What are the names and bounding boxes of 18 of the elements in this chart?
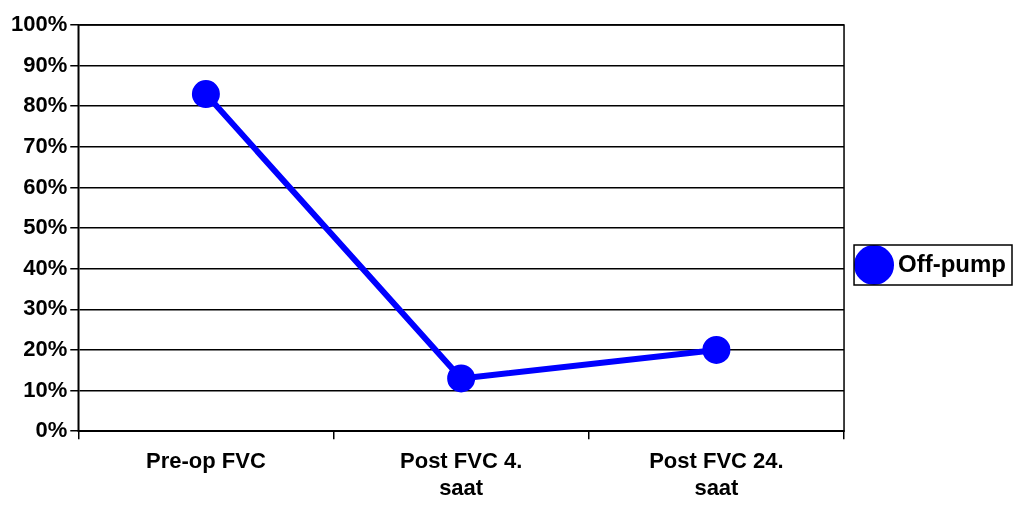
y-tick-label: 60% xyxy=(23,173,68,199)
point xyxy=(702,335,731,364)
legend-label: Off-pump xyxy=(898,249,1006,277)
y-tick-label: 40% xyxy=(23,254,68,280)
y-tick-label: 50% xyxy=(23,214,68,240)
y-tick-label: 20% xyxy=(23,336,68,362)
y-tick-label: 90% xyxy=(23,51,68,77)
y-tick-label: 100% xyxy=(10,11,68,37)
x-tick-label: Post FVC 4. saat xyxy=(400,448,523,500)
point xyxy=(447,364,476,393)
point xyxy=(191,80,220,109)
y-tick-label: 80% xyxy=(23,92,68,118)
x-tick-label: Pre-op FVC xyxy=(146,448,266,474)
y-tick-label: 70% xyxy=(23,132,68,158)
x-tick-label: Post FVC 24. saat xyxy=(649,448,784,500)
y-tick-label: 10% xyxy=(23,376,68,402)
y-tick-label: 0% xyxy=(35,417,68,443)
y-tick-label: 30% xyxy=(23,295,68,321)
